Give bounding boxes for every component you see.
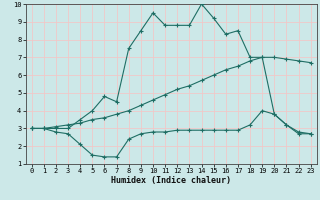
X-axis label: Humidex (Indice chaleur): Humidex (Indice chaleur) bbox=[111, 176, 231, 185]
